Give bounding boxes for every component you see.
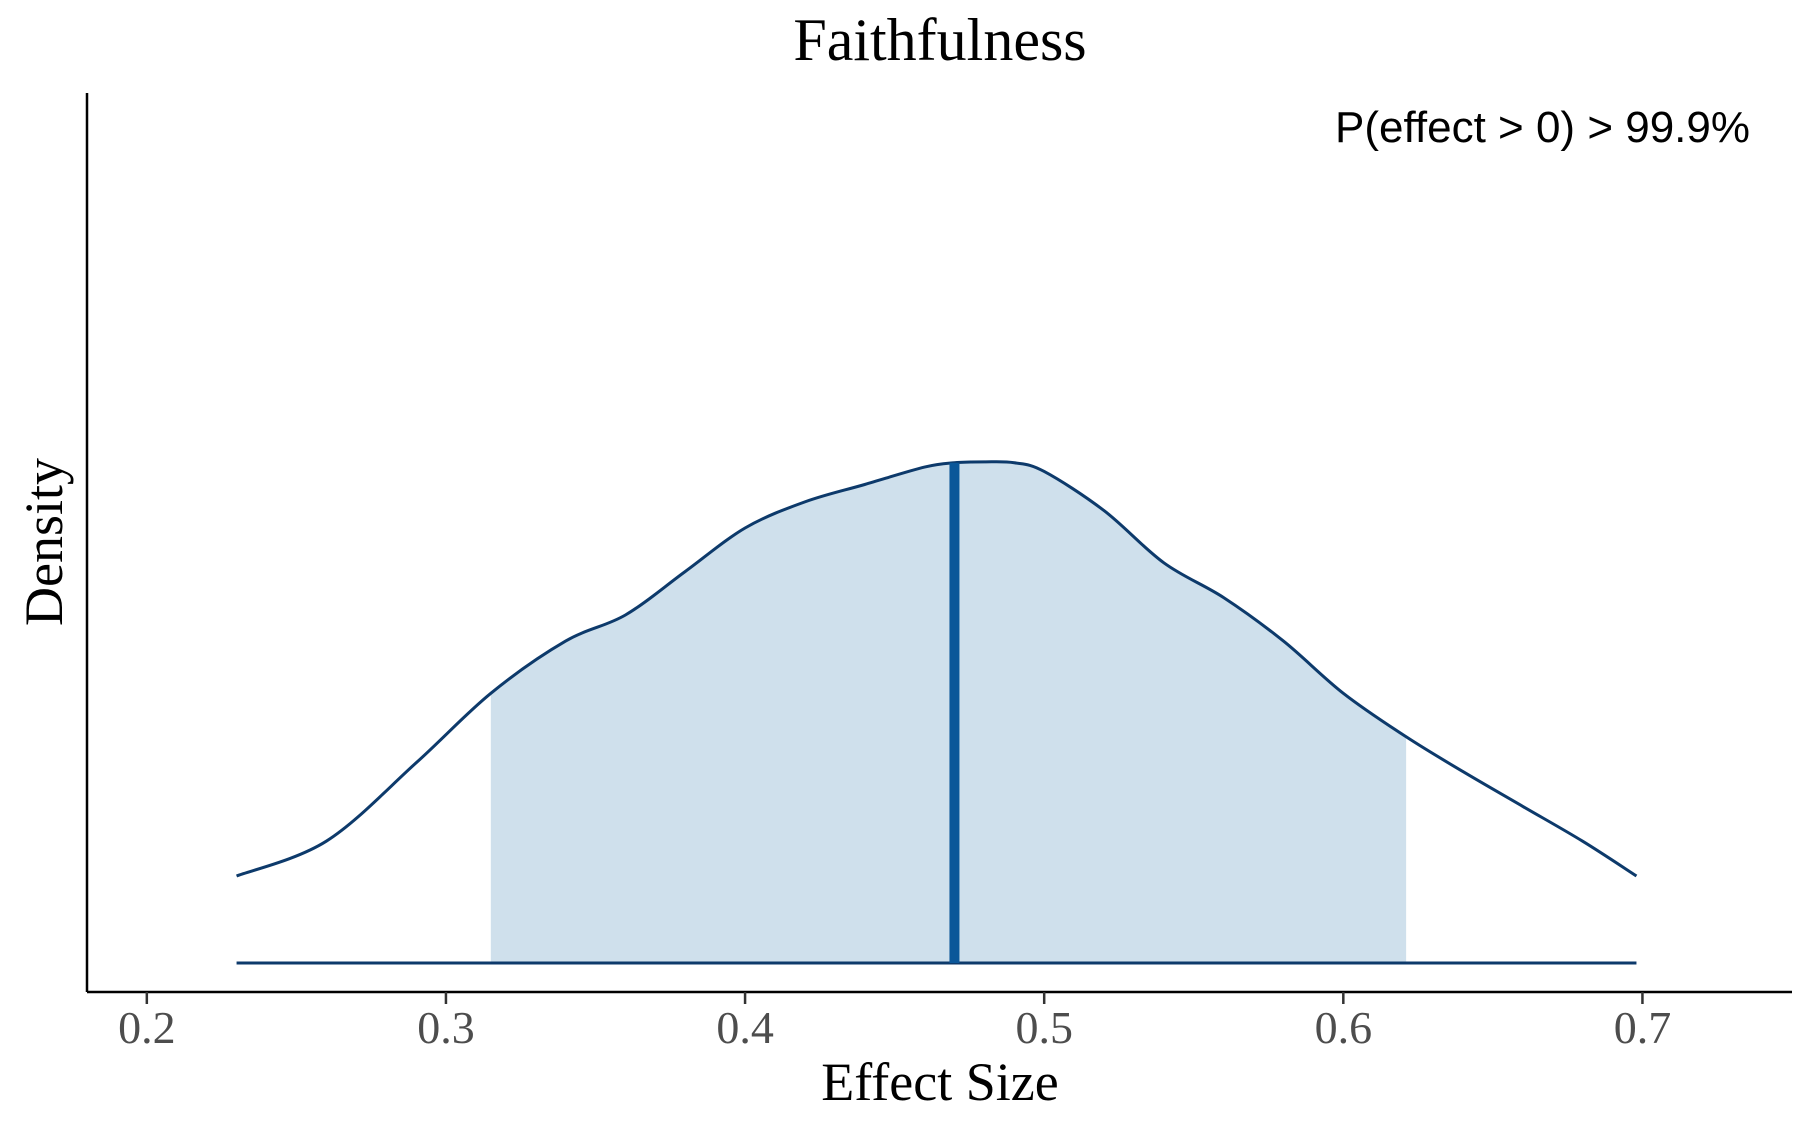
x-tick-label: 0.6 [1315,1002,1373,1053]
plot-area [236,460,1638,965]
y-axis-label: Density [14,458,74,626]
x-tick-label: 0.4 [716,1002,774,1053]
x-tick-label: 0.7 [1614,1002,1672,1053]
chart-title: Faithfulness [793,7,1086,73]
x-tick-label: 0.3 [417,1002,475,1053]
x-tick-label: 0.2 [118,1002,176,1053]
density-curve [236,460,1638,878]
probability-annotation: P(effect > 0) > 99.9% [1335,103,1750,152]
credible-interval-area [490,461,1407,963]
x-axis-ticks: 0.2 0.3 0.4 0.5 0.6 0.7 [118,992,1671,1053]
x-tick-label: 0.5 [1015,1002,1073,1053]
x-axis-label: Effect Size [821,1052,1058,1112]
